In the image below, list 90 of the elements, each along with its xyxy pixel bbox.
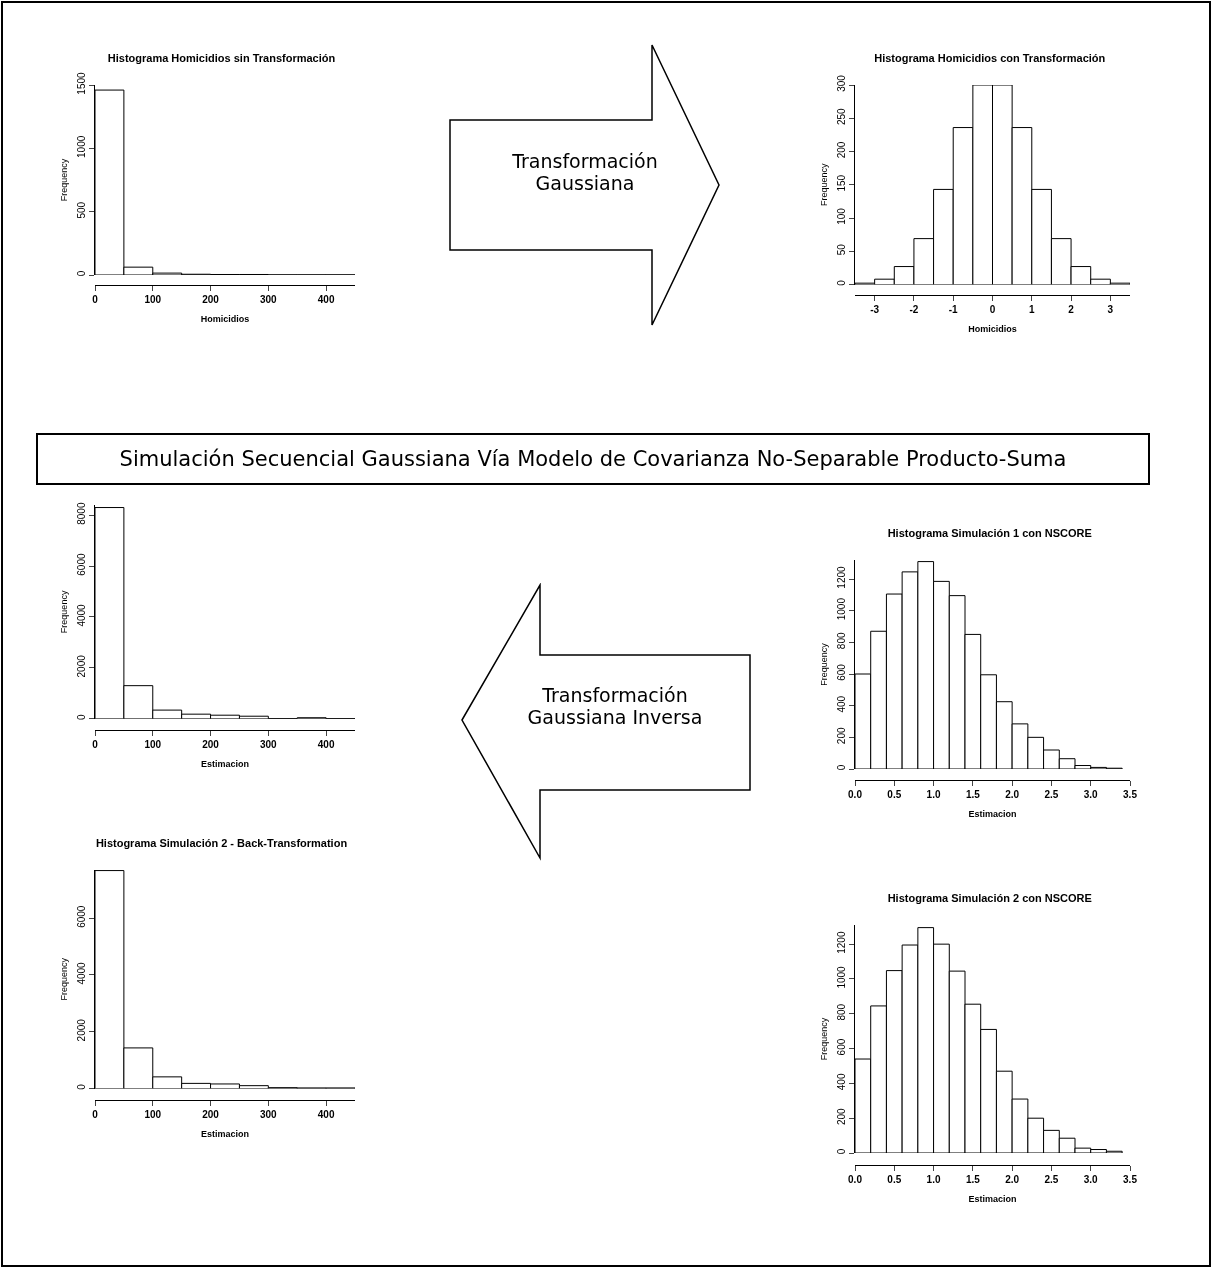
x-tick-label: 100 — [144, 739, 162, 750]
x-tick-label: 200 — [202, 1109, 220, 1120]
x-axis-title: Estimacion — [200, 759, 250, 769]
text: Simulación Secuencial Gaussiana Vía Modelo de Covarianza No-Separable Producto-Suma — [36, 433, 1150, 485]
y-tick-label: 1200 — [836, 565, 847, 589]
x-tick-label: 3.5 — [1123, 1174, 1138, 1185]
chart-title: Histograma Homicidios con Transformación — [874, 51, 1106, 64]
chart-title: Histograma Homicidios sin Transformación — [107, 51, 336, 64]
y-tick-label: 1000 — [76, 135, 87, 158]
x-tick-label: 3.5 — [1123, 789, 1138, 800]
x-tick-label: 0 — [989, 304, 996, 315]
y-tick-label: 8000 — [76, 502, 87, 525]
x-tick-label: 200 — [202, 294, 220, 305]
y-tick-label: 1000 — [836, 965, 847, 989]
x-tick-label: 0.5 — [887, 1174, 902, 1185]
y-tick-label: 150 — [836, 174, 847, 192]
x-axis-title: Homicidios — [200, 314, 250, 324]
y-axis-title: Frequency — [59, 957, 69, 1001]
x-tick-label: 1.0 — [926, 1174, 941, 1185]
y-tick-label: 4000 — [76, 603, 87, 627]
x-tick-label: 300 — [259, 294, 278, 305]
x-tick-label: 0.0 — [848, 1174, 863, 1185]
text: Transformación Gaussiana Inversa — [526, 684, 704, 728]
y-tick-label: 50 — [836, 243, 847, 256]
y-tick-label: 6000 — [76, 905, 87, 928]
y-tick-label: 0 — [836, 764, 847, 771]
y-axis-title: Frequency — [59, 590, 69, 634]
y-tick-label: 4000 — [76, 961, 87, 985]
x-tick-label: 2.0 — [1005, 1174, 1020, 1185]
y-tick-label: 200 — [836, 141, 847, 159]
y-tick-label: 100 — [836, 207, 847, 225]
x-tick-label: 400 — [317, 739, 335, 750]
y-tick-label: 400 — [836, 695, 847, 713]
y-tick-label: 800 — [836, 632, 847, 650]
y-tick-label: 800 — [836, 1003, 847, 1021]
x-tick-label: -2 — [909, 304, 919, 315]
y-tick-label: 1000 — [836, 597, 847, 621]
x-tick-label: 400 — [317, 294, 335, 305]
x-tick-label: 100 — [144, 1109, 162, 1120]
y-tick-label: 250 — [836, 107, 847, 126]
y-tick-label: 0 — [836, 1148, 847, 1155]
x-tick-label: 3.0 — [1083, 789, 1099, 800]
x-tick-label: 0 — [92, 739, 99, 750]
text: Transformación Gaussiana — [511, 150, 659, 194]
y-tick-label: 1500 — [76, 71, 87, 95]
x-tick-label: 3 — [1107, 304, 1114, 315]
x-tick-label: 100 — [144, 294, 162, 305]
chart-title: Histograma Simulación 1 con NSCORE — [887, 526, 1092, 539]
x-tick-label: 300 — [259, 1109, 278, 1120]
y-tick-label: 2000 — [76, 1018, 87, 1042]
x-tick-label: 2.5 — [1044, 789, 1059, 800]
y-tick-label: 0 — [76, 714, 87, 721]
x-tick-label: -1 — [948, 304, 959, 315]
y-axis-title: Frequency — [819, 162, 829, 207]
x-tick-label: 1.0 — [926, 789, 941, 800]
y-tick-label: 600 — [836, 1038, 847, 1056]
x-tick-label: 0 — [92, 294, 99, 305]
y-tick-label: 1200 — [836, 931, 847, 954]
x-tick-label: 0.5 — [887, 789, 902, 800]
y-tick-label: 0 — [76, 1083, 87, 1090]
chart-title: Histograma Simulación 2 con NSCORE — [887, 891, 1092, 904]
x-tick-label: 2 — [1068, 304, 1075, 315]
y-axis-title: Frequency — [59, 158, 69, 202]
y-tick-label: 600 — [836, 663, 847, 681]
y-axis-title: Frequency — [819, 642, 829, 686]
y-tick-label: 6000 — [76, 553, 87, 576]
y-tick-label: 0 — [836, 279, 847, 286]
x-axis-title: Estimacion — [968, 809, 1017, 819]
y-tick-label: 500 — [76, 201, 87, 219]
y-tick-label: 300 — [836, 74, 847, 92]
x-tick-label: 1.5 — [965, 1174, 981, 1185]
x-tick-label: -3 — [870, 304, 880, 315]
x-tick-label: 200 — [202, 739, 220, 750]
y-tick-label: 0 — [76, 270, 87, 277]
x-tick-label: 300 — [259, 739, 278, 750]
x-tick-label: 400 — [317, 1109, 335, 1120]
x-tick-label: 0.0 — [848, 789, 863, 800]
x-tick-label: 2.5 — [1044, 1174, 1059, 1185]
x-tick-label: 1.5 — [965, 789, 981, 800]
chart-title: Histograma Simulación 2 - Back-Transformation — [95, 836, 348, 849]
x-tick-label: 3.0 — [1083, 1174, 1099, 1185]
x-axis-title: Homicidios — [968, 324, 1017, 334]
x-axis-title: Estimacion — [200, 1129, 250, 1139]
x-tick-label: 0 — [92, 1109, 99, 1120]
y-axis-title: Frequency — [819, 1017, 829, 1061]
y-tick-label: 400 — [836, 1073, 847, 1091]
y-tick-label: 2000 — [76, 654, 87, 678]
x-axis-title: Estimacion — [968, 1194, 1017, 1204]
x-tick-label: 1 — [1029, 304, 1036, 315]
x-tick-label: 2.0 — [1005, 789, 1020, 800]
